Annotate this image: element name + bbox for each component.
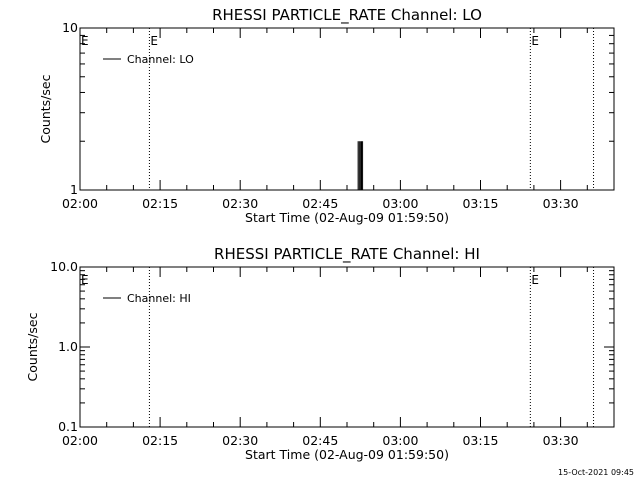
x-tick-label: 02:00 xyxy=(62,196,98,211)
plot-timestamp: 15-Oct-2021 09:45 xyxy=(558,468,634,477)
x-tick-label: 03:00 xyxy=(382,196,418,211)
x-tick-label: 02:45 xyxy=(302,433,338,448)
event-marker: E xyxy=(531,273,539,287)
event-marker: E xyxy=(531,34,539,48)
x-tick-label: 02:15 xyxy=(142,433,178,448)
x-tick-label: 02:00 xyxy=(62,433,98,448)
y-axis-label: Counts/sec xyxy=(38,74,53,143)
y-tick-label: 1 xyxy=(70,182,78,197)
x-axis-label: Start Time (02-Aug-09 01:59:50) xyxy=(245,447,449,462)
chart-title: RHESSI PARTICLE_RATE Channel: HI xyxy=(214,245,480,264)
x-tick-label: 03:15 xyxy=(462,433,498,448)
chart-panel-2: RHESSI PARTICLE_RATE Channel: HI 0.1 1.0 10… xyxy=(25,245,615,462)
x-tick-label: 03:00 xyxy=(382,433,418,448)
chart-panel-1: RHESSI PARTICLE_RATE Channel: LO 1 10 02:00… xyxy=(38,6,615,225)
x-tick-label: 02:15 xyxy=(142,196,178,211)
plot-frame xyxy=(79,266,615,428)
chart-title: RHESSI PARTICLE_RATE Channel: LO xyxy=(212,6,482,25)
x-tick-label: 03:30 xyxy=(543,433,579,448)
y-tick-label: 10.0 xyxy=(50,259,78,274)
x-tick-label: 02:30 xyxy=(222,433,258,448)
x-tick-label: 03:15 xyxy=(462,196,498,211)
start-marker: E xyxy=(81,34,89,48)
legend-label: Channel: HI xyxy=(127,292,191,305)
x-tick-label: 03:30 xyxy=(543,196,579,211)
event-marker: E xyxy=(150,34,158,48)
x-axis-label: Start Time (02-Aug-09 01:59:50) xyxy=(245,210,449,225)
y-tick-label: 0.1 xyxy=(58,419,78,434)
x-tick-label: 02:30 xyxy=(222,196,258,211)
start-marker: E xyxy=(81,273,89,287)
y-tick-label: 10 xyxy=(62,20,78,35)
y-axis-label: Counts/sec xyxy=(25,312,40,381)
y-tick-label: 1.0 xyxy=(58,339,78,354)
x-tick-label: 02:45 xyxy=(302,196,338,211)
legend-label: Channel: LO xyxy=(127,53,194,66)
